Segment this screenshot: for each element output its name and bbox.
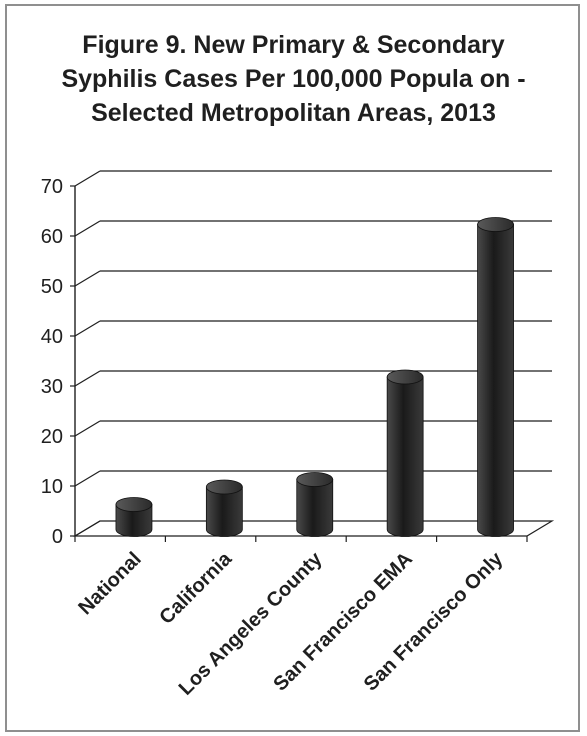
bar [477,217,514,537]
y-tick-labels: 0 10 20 30 40 50 60 70 [41,176,63,548]
chart-title-line-3: Selected Metropolitan Areas, 2013 [91,99,496,127]
chart-title: Figure 9. New Primary & Secondary Syphil… [20,28,567,130]
gridline-diagonal [74,270,101,287]
bar [296,472,334,537]
y-tick-label: 0 [52,526,63,548]
gridline-diagonal [74,320,101,337]
gridline-diagonal [74,170,101,187]
y-tick-label: 50 [41,276,63,298]
y-tick-label: 30 [41,376,63,398]
axes [70,185,555,542]
y-tick-label: 20 [41,426,63,448]
chart-title-line-2: Syphilis Cases Per 100,000 Popula on - [61,65,526,93]
y-tick-label: 60 [41,226,63,248]
bar [115,497,153,537]
y-tick-label: 70 [41,176,63,198]
gridline-diagonal [74,470,101,487]
gridline-diagonal [74,220,101,237]
bar [386,369,424,537]
floor-plane [72,520,555,537]
chart-title-line-1: Figure 9. New Primary & Secondary [82,31,505,59]
x-tick-label: National [74,548,145,619]
gridline-diagonal [74,420,101,437]
bar [205,479,243,537]
y-tick-label: 10 [41,476,63,498]
bars [115,217,514,537]
gridline-diagonal [74,370,101,387]
y-tick-label: 40 [41,326,63,348]
x-tick-label: California [155,547,236,628]
